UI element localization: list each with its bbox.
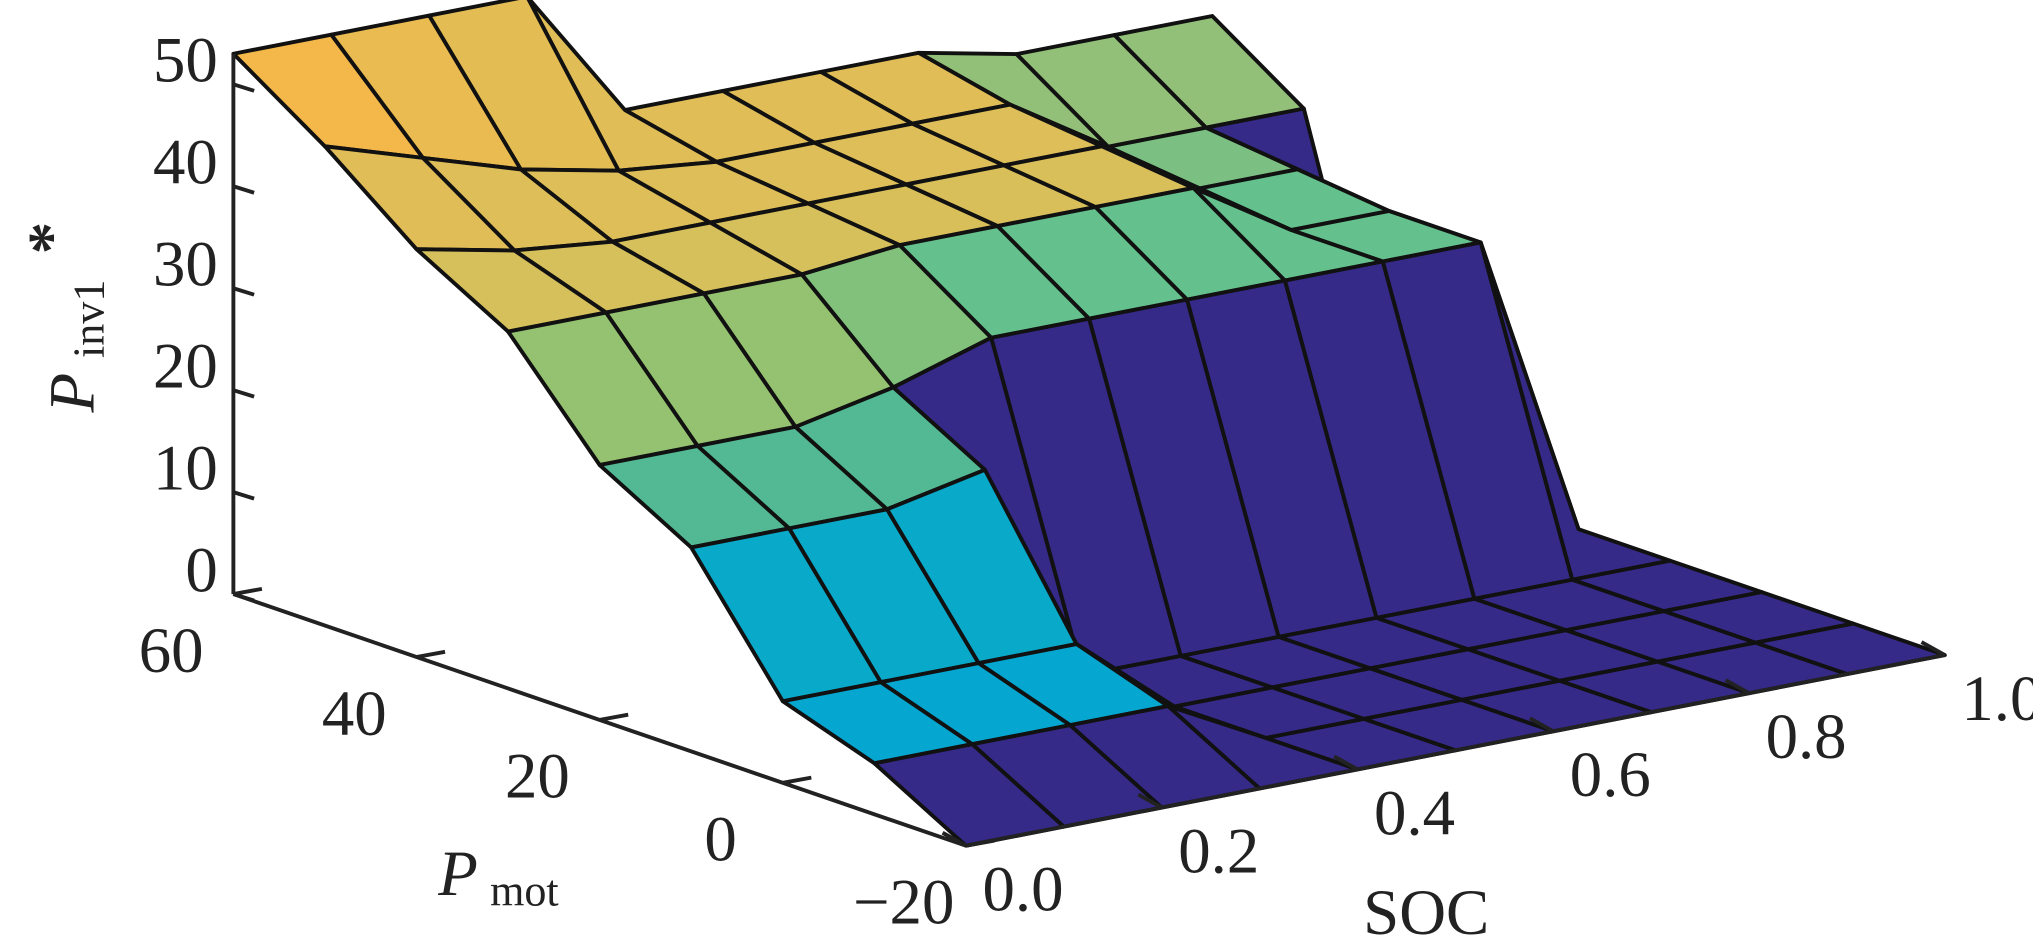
surface-faces bbox=[231, 0, 1947, 848]
x-tick-label: 0.8 bbox=[1766, 701, 1847, 773]
y-tick-label: 20 bbox=[505, 741, 570, 813]
x-axis-tick bbox=[941, 831, 967, 848]
x-tick-label: 1.0 bbox=[1961, 663, 2033, 735]
z-axis-tick bbox=[232, 286, 255, 297]
z-axis-tick bbox=[232, 184, 255, 195]
z-tick-label: 0 bbox=[185, 534, 217, 606]
y-tick-label: −20 bbox=[853, 867, 954, 939]
z-axis-label-sup: * bbox=[16, 222, 88, 254]
x-axis-tick bbox=[1333, 754, 1359, 772]
x-tick-label: 0.6 bbox=[1570, 739, 1651, 811]
y-axis-label-main: P bbox=[437, 838, 478, 910]
x-axis-label: SOC bbox=[1363, 877, 1489, 943]
y-axis-label-sub: mot bbox=[490, 866, 559, 915]
y-axis-tick bbox=[233, 586, 263, 596]
z-axis-tick bbox=[232, 490, 255, 501]
x-axis-tick bbox=[1528, 716, 1555, 734]
z-tick-label: 20 bbox=[153, 331, 218, 403]
y-tick-label: 0 bbox=[704, 804, 736, 876]
y-axis-tick bbox=[599, 712, 629, 722]
z-axis-tick bbox=[232, 388, 255, 399]
z-tick-label: 10 bbox=[153, 433, 218, 505]
x-axis-tick bbox=[1724, 678, 1750, 695]
x-axis-tick bbox=[1920, 640, 1946, 657]
z-tick-label: 30 bbox=[153, 229, 218, 301]
y-tick-label: 60 bbox=[139, 615, 204, 687]
x-axis-tick bbox=[1137, 792, 1163, 810]
y-axis-tick bbox=[782, 775, 812, 785]
x-tick-label: 0.2 bbox=[1178, 815, 1259, 887]
z-tick-label: 50 bbox=[153, 25, 218, 97]
x-tick-label: 0.4 bbox=[1374, 777, 1455, 849]
z-tick-label: 40 bbox=[153, 127, 218, 199]
axes: 0 10 20 30 40 50 −20 0 20 40 60 0.0 0.2 0.4 0.6 0.8 1.0 bbox=[139, 25, 2033, 939]
z-axis-tick bbox=[232, 82, 255, 93]
z-axis-label-sub: inv1 bbox=[65, 280, 114, 358]
x-tick-label: 0.0 bbox=[982, 854, 1063, 926]
y-axis-tick bbox=[416, 649, 446, 659]
x-axis-line bbox=[965, 653, 1946, 848]
z-axis-label-main: P bbox=[36, 373, 108, 414]
y-tick-label: 40 bbox=[322, 678, 387, 750]
